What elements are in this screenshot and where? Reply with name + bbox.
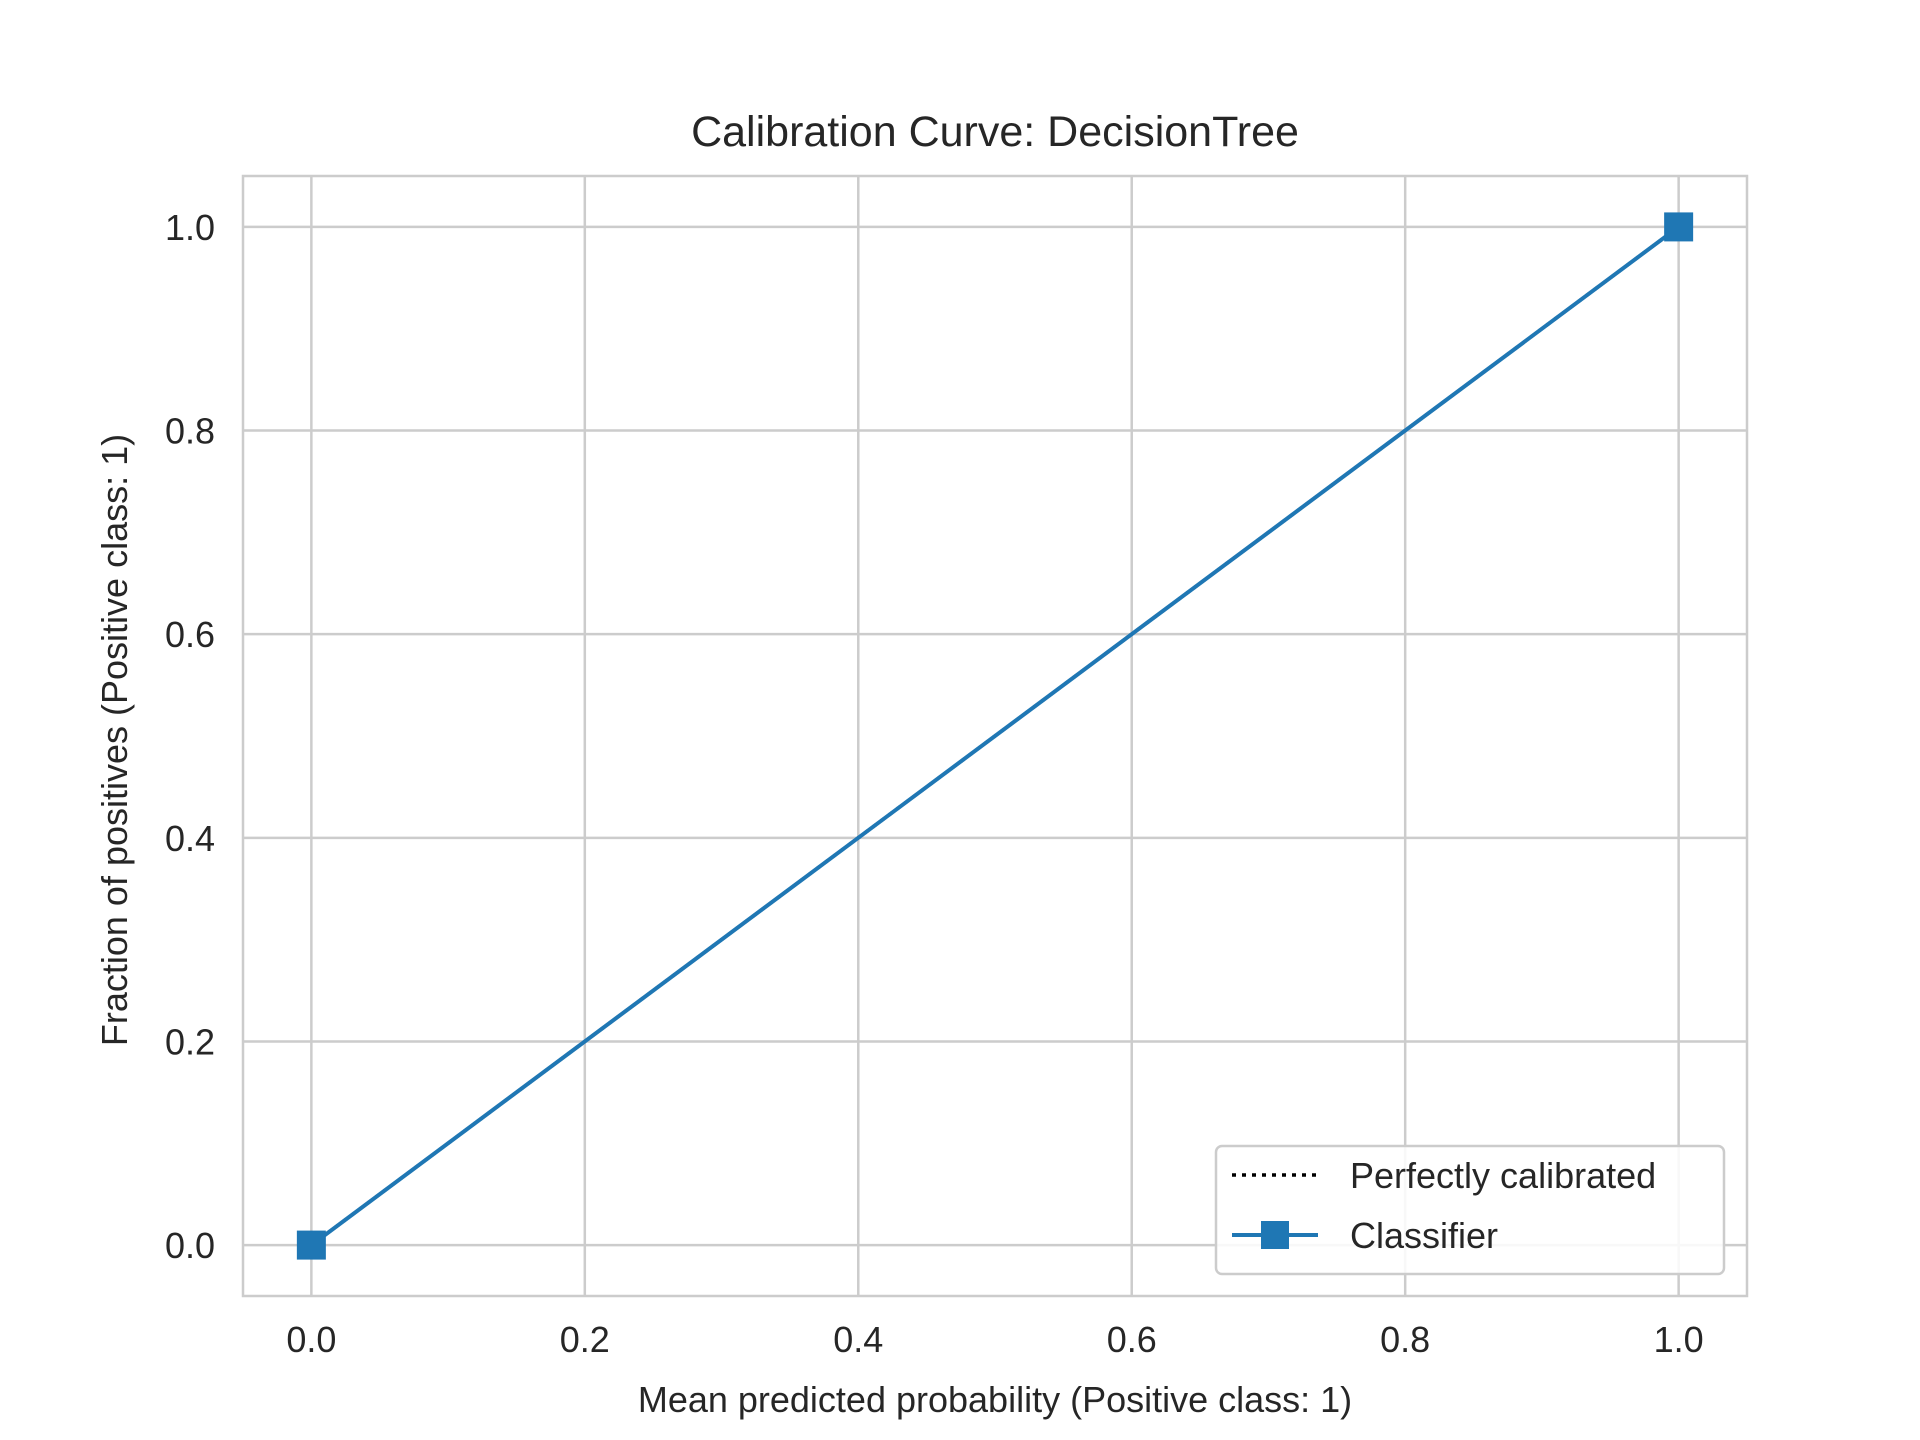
tick-labels: 0.0 0.2 0.4 0.6 0.8 1.0 0.0 0.2 0.4 0.6 0.8 1.0 <box>165 207 1704 1360</box>
series-layer <box>296 212 1694 1260</box>
classifier-line <box>310 225 1680 1247</box>
legend-box <box>1214 1144 1726 1276</box>
x-tick-label: 0.6 <box>1107 1319 1157 1360</box>
y-tick-label: 0.4 <box>165 818 215 859</box>
x-axis-label: Mean predicted probability (Positive cla… <box>638 1379 1352 1420</box>
y-tick-label: 0.0 <box>165 1225 215 1266</box>
legend-label: Classifier <box>1350 1215 1498 1256</box>
y-tick-label: 0.2 <box>165 1021 215 1062</box>
y-axis-label: Fraction of positives (Positive class: 1… <box>94 434 135 1046</box>
x-tick-label: 1.0 <box>1654 1319 1704 1360</box>
classifier-point <box>1664 212 1694 242</box>
x-tick-label: 0.4 <box>833 1319 883 1360</box>
legend-entries: Perfectly calibrated Classifier <box>1232 1155 1656 1256</box>
x-tick-label: 0.2 <box>560 1319 610 1360</box>
y-tick-label: 1.0 <box>165 207 215 248</box>
grid-lines <box>243 176 1747 1296</box>
legend: Perfectly calibrated Classifier <box>1214 1144 1726 1276</box>
legend-label: Perfectly calibrated <box>1350 1155 1656 1196</box>
x-tick-label: 0.0 <box>286 1319 336 1360</box>
legend-marker-classifier <box>1261 1221 1289 1249</box>
plot-frame <box>241 174 1749 1298</box>
chart-title: Calibration Curve: DecisionTree <box>691 108 1299 156</box>
classifier-point <box>296 1230 326 1260</box>
y-tick-label: 0.8 <box>165 411 215 452</box>
y-tick-label: 0.6 <box>165 614 215 655</box>
x-tick-label: 0.8 <box>1380 1319 1430 1360</box>
